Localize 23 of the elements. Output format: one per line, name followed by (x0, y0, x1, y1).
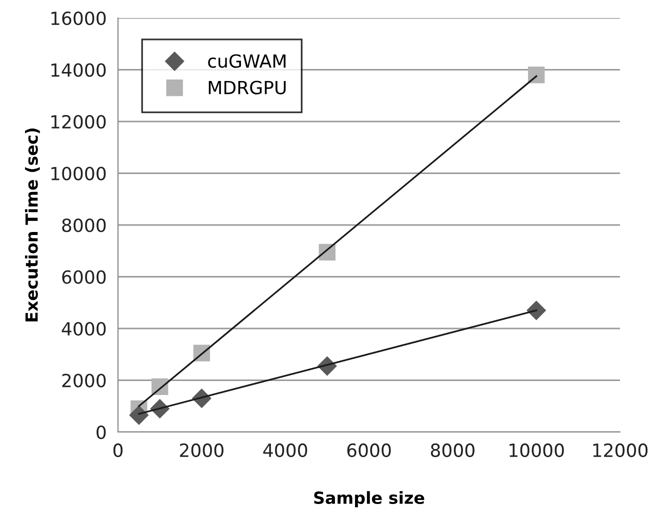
x-tick-label: 2000 (180, 443, 224, 458)
y-axis-title: Execution Time (sec) (24, 128, 40, 322)
point (129, 406, 148, 425)
legend-label: MDRGPU (208, 80, 286, 94)
x-tick-label: 12000 (593, 443, 648, 458)
x-tick-label: 6000 (347, 443, 391, 458)
x-tick-label: 0 (113, 443, 123, 458)
y-tick-label: 6000 (62, 270, 106, 284)
y-tick-label: 12000 (51, 114, 106, 129)
legend-label: cuGWAM (208, 54, 286, 68)
x-axis-title: Sample size (314, 491, 424, 508)
y-tick-label: 8000 (62, 218, 106, 232)
y-tick-label: 0 (96, 425, 106, 440)
point (526, 300, 546, 320)
x-tick-label: 4000 (263, 443, 308, 458)
y-tick-label: 10000 (51, 166, 106, 180)
point (528, 66, 545, 84)
y-tick-label: 16000 (51, 11, 106, 26)
x-tick-label: 8000 (430, 443, 474, 458)
y-tick-label: 2000 (62, 374, 106, 388)
x-tick-label: 10000 (510, 443, 564, 458)
y-tick-label: 4000 (62, 322, 106, 336)
y-tick-label: 14000 (51, 63, 106, 77)
